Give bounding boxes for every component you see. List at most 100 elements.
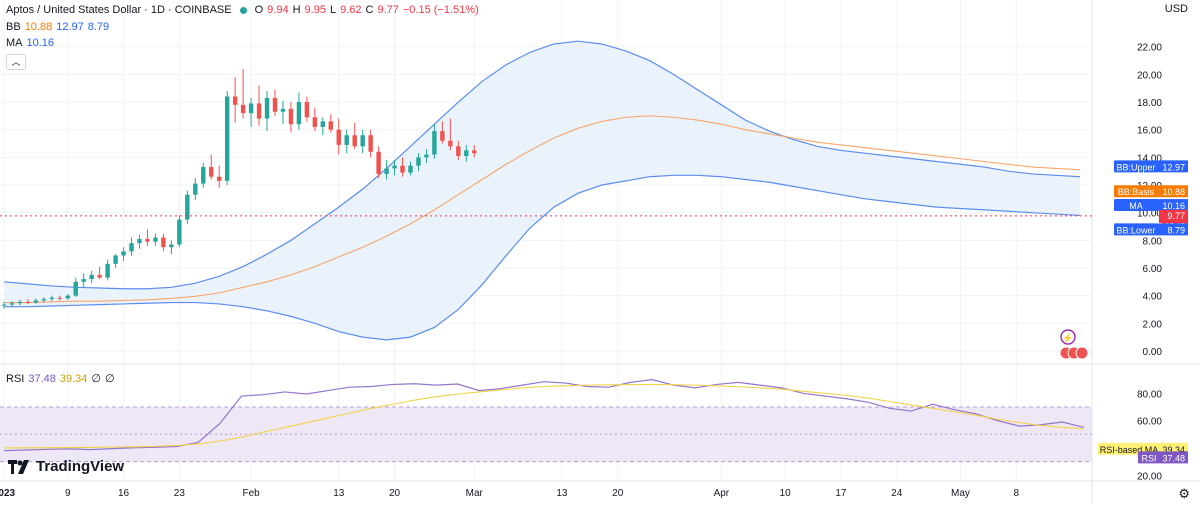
candle-body[interactable] xyxy=(416,157,421,166)
candle-body[interactable] xyxy=(89,274,94,280)
candle-body[interactable] xyxy=(153,237,158,242)
candle-body[interactable] xyxy=(328,121,333,130)
candle-body[interactable] xyxy=(49,297,55,300)
time-tick-label: 24 xyxy=(891,488,903,499)
candle-body[interactable] xyxy=(185,194,190,220)
candle-body[interactable] xyxy=(224,96,230,181)
time-tick-label: 9 xyxy=(65,488,71,499)
dividend-flag-icon[interactable] xyxy=(1075,346,1089,360)
candle-body[interactable] xyxy=(440,131,445,141)
tradingview-logo-text: TradingView xyxy=(36,458,125,475)
candle-body[interactable] xyxy=(360,135,365,147)
candle-body[interactable] xyxy=(97,274,102,278)
candle-body[interactable] xyxy=(121,251,126,256)
candle-body[interactable] xyxy=(145,238,150,242)
lightning-glyph: ⚡ xyxy=(1062,332,1073,344)
symbol-header: Aptos / United States Dollar · 1D · COIN… xyxy=(6,4,479,16)
candle-body[interactable] xyxy=(344,135,349,145)
candle-body[interactable] xyxy=(352,135,357,147)
candle-body[interactable] xyxy=(376,151,381,174)
candle-body[interactable] xyxy=(280,108,286,112)
candle-body[interactable] xyxy=(201,167,206,184)
candle-body[interactable] xyxy=(424,154,429,158)
candle-body[interactable] xyxy=(217,176,222,181)
candle-body[interactable] xyxy=(25,301,31,303)
candle-body[interactable] xyxy=(177,219,182,245)
candle-body[interactable] xyxy=(65,295,70,299)
candle-body[interactable] xyxy=(41,299,47,301)
candle-body[interactable] xyxy=(73,281,78,296)
bb-legend[interactable]: BB 10.88 12.97 8.79 xyxy=(6,21,109,33)
candle-body[interactable] xyxy=(336,129,341,145)
candle-body[interactable] xyxy=(137,238,142,244)
bb-basis-value: 10.88 xyxy=(24,21,53,33)
symbol-title[interactable]: Aptos / United States Dollar · 1D · COIN… xyxy=(6,4,232,16)
candle-body[interactable] xyxy=(17,301,23,304)
bb-lower-line xyxy=(4,174,1081,341)
rsi-tick-label: 60.00 xyxy=(1137,417,1162,428)
candle-body[interactable] xyxy=(400,165,405,173)
bb-lower-tag-label: BB:Lower xyxy=(1116,225,1155,235)
candle-body[interactable] xyxy=(33,300,39,303)
rsi-tag-label: RSI xyxy=(1141,453,1156,463)
candle-body[interactable] xyxy=(169,244,174,248)
time-tick-label: 13 xyxy=(556,488,568,499)
candle-body[interactable] xyxy=(113,255,118,264)
close-label: C xyxy=(365,4,374,16)
bb-basis-tag-box xyxy=(1159,185,1188,198)
time-tick-label: 8 xyxy=(1013,488,1019,499)
candle-body[interactable] xyxy=(232,96,238,105)
price-tick-label: 8.00 xyxy=(1143,236,1163,247)
candle-body[interactable] xyxy=(448,140,453,147)
candle-body[interactable] xyxy=(456,146,461,156)
candle-body[interactable] xyxy=(408,165,413,173)
gear-icon[interactable]: ⚙ xyxy=(1178,486,1190,501)
candle-body[interactable] xyxy=(312,117,318,127)
candle-body[interactable] xyxy=(320,121,326,127)
candle-body[interactable] xyxy=(57,297,62,299)
rsi-ma-line xyxy=(3,383,1085,449)
candle-body[interactable] xyxy=(81,279,86,282)
market-status-dot xyxy=(239,6,247,14)
tradingview-logo[interactable]: TradingView xyxy=(8,458,124,475)
candle-body[interactable] xyxy=(472,150,477,154)
lightning-icon[interactable] xyxy=(1060,329,1076,345)
candle-body[interactable] xyxy=(272,97,278,112)
candle-body[interactable] xyxy=(288,108,294,125)
candle-body[interactable] xyxy=(264,97,270,119)
candle-body[interactable] xyxy=(1,304,7,306)
candle-body[interactable] xyxy=(392,165,397,169)
candle-body[interactable] xyxy=(304,102,310,118)
candle-body[interactable] xyxy=(464,150,469,156)
candle-body[interactable] xyxy=(240,104,246,114)
candle-body[interactable] xyxy=(193,183,198,195)
candle-body[interactable] xyxy=(256,103,262,119)
currency-selector[interactable]: USD xyxy=(1164,3,1188,15)
ma-tag-label: MA xyxy=(1129,201,1143,211)
candle-body[interactable] xyxy=(248,103,254,114)
candle-body[interactable] xyxy=(432,131,437,155)
ma-legend[interactable]: MA 10.16 xyxy=(6,37,54,49)
candle-body[interactable] xyxy=(384,168,389,174)
candle-body[interactable] xyxy=(296,102,302,125)
bb-fill-area xyxy=(4,41,1081,340)
price-tick-label: 14.00 xyxy=(1137,153,1162,164)
rsi-tick-label: 80.00 xyxy=(1137,389,1162,400)
bb-upper-tag-label: BB:Upper xyxy=(1116,162,1155,172)
bb-lower-tag-value: 8.79 xyxy=(1167,225,1185,235)
price-tick-label: 0.00 xyxy=(1143,347,1163,358)
candle-body[interactable] xyxy=(129,243,134,252)
rsi-tag-label-box xyxy=(1138,451,1160,464)
candle-body[interactable] xyxy=(105,263,110,278)
price-axis-panel[interactable] xyxy=(1092,0,1200,503)
chevron-up-icon[interactable]: ︿ xyxy=(6,54,26,70)
candle-body[interactable] xyxy=(368,135,373,152)
bb-label: BB xyxy=(6,21,21,33)
rsi-legend[interactable]: RSI 37.48 39.34 ∅ ∅ xyxy=(6,372,115,386)
candle-body[interactable] xyxy=(209,167,214,177)
candle-body[interactable] xyxy=(9,303,15,305)
candle-body[interactable] xyxy=(161,237,166,248)
bb-upper-line xyxy=(3,40,1081,290)
